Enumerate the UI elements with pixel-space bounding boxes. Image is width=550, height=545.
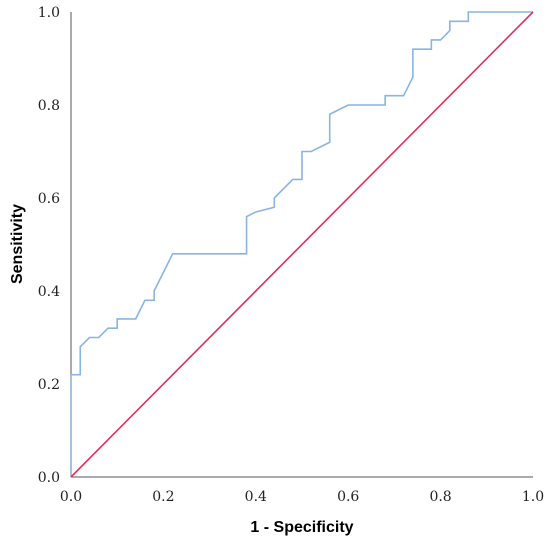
y-tick-label: 0.0 [38,470,60,486]
y-tick-label: 0.4 [38,284,60,300]
y-tick-labels: 0.0 0.2 0.4 0.6 0.8 1.0 [38,5,60,486]
y-tick-label: 0.8 [38,98,60,114]
x-tick-label: 0.4 [245,489,267,505]
x-tick-labels: 0.0 0.2 0.4 0.6 0.8 1.0 [60,489,544,505]
x-tick-label: 0.6 [337,489,359,505]
x-tick-label: 0.2 [152,489,174,505]
x-tick-label: 0.0 [60,489,82,505]
x-axis-title: 1 - Specificity [250,519,353,536]
y-tick-label: 1.0 [38,5,60,21]
x-tick-label: 0.8 [429,489,451,505]
y-axis-title: Sensitivity [9,204,26,284]
roc-curve-line [70,11,533,477]
series-layer [70,11,534,478]
y-tick-label: 0.2 [38,377,60,393]
reference-diagonal-line [70,11,534,478]
y-tick-label: 0.6 [38,191,60,207]
x-tick-label: 1.0 [522,489,544,505]
